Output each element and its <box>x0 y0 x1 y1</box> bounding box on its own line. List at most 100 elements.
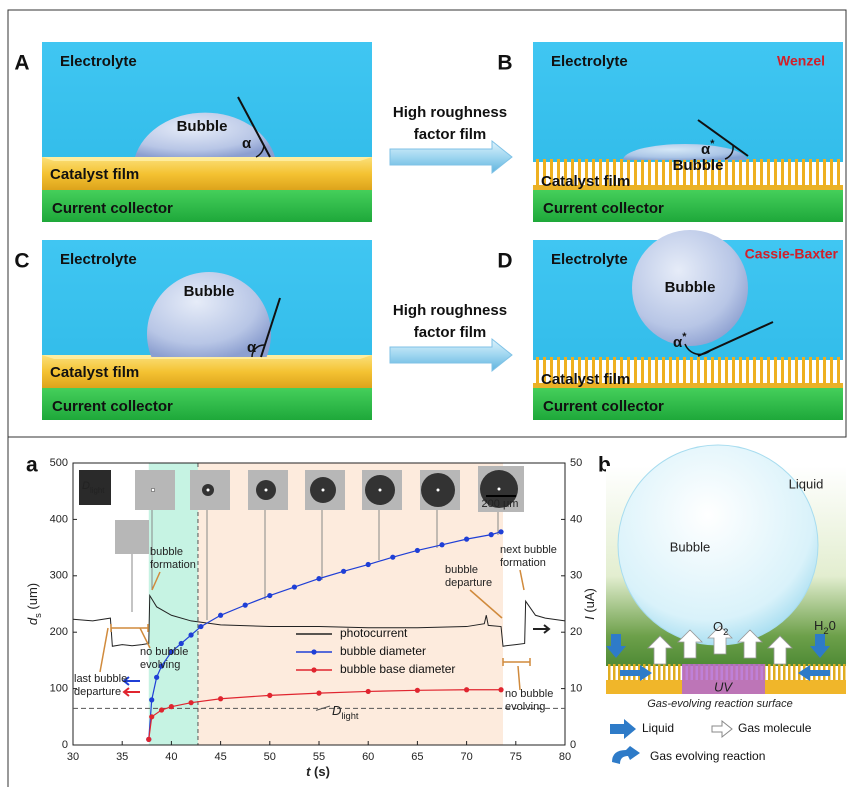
x-tick-label: 30 <box>67 751 79 763</box>
collector-label: Current collector <box>543 200 664 217</box>
x-axis-label-part: (s) <box>310 764 330 779</box>
legend-label: bubble diameter <box>340 644 426 658</box>
pillar <box>788 664 791 682</box>
legend-liquid-icon <box>610 719 636 739</box>
collector-label: Current collector <box>543 398 664 415</box>
series-point <box>415 688 420 693</box>
series-point <box>169 704 174 709</box>
series-point <box>218 613 223 618</box>
x-tick-label: 50 <box>264 751 276 763</box>
x-tick-label: 65 <box>411 751 423 763</box>
pillar <box>673 664 676 682</box>
electrolyte-label: Electrolyte <box>60 53 137 70</box>
series-point <box>498 687 503 692</box>
bubble-label: Bubble <box>670 539 710 554</box>
pillar <box>655 159 658 187</box>
bubble-label: Bubble <box>665 279 716 296</box>
inset-glint <box>322 489 325 492</box>
annotation: last bubble <box>74 673 127 685</box>
catalyst-label: Catalyst film <box>50 166 139 183</box>
angle-label-part: α <box>247 339 257 356</box>
series-point <box>316 576 321 581</box>
arrow-text: High roughness <box>393 104 507 121</box>
pillar <box>725 159 728 187</box>
series-point <box>498 529 503 534</box>
collector-label: Current collector <box>52 398 173 415</box>
pillar <box>783 664 786 682</box>
angle-label: α <box>247 339 257 356</box>
pillar <box>781 159 784 187</box>
pillar <box>662 159 665 187</box>
pillar <box>536 357 539 385</box>
surface-label: Gas-evolving reaction surface <box>647 698 793 710</box>
annotation: no bubble <box>140 646 188 658</box>
pillar <box>653 664 656 682</box>
pillar <box>690 357 693 385</box>
pillar <box>795 159 798 187</box>
y2-tick-label: 0 <box>570 739 576 751</box>
pillar <box>725 357 728 385</box>
series-point <box>464 687 469 692</box>
inset-legend-label-part: D <box>82 480 90 492</box>
series-point <box>390 555 395 560</box>
legend-gas-icon <box>712 721 732 737</box>
pillar <box>634 357 637 385</box>
electrolyte-label: Electrolyte <box>551 53 628 70</box>
arrow-text: High roughness <box>393 302 507 319</box>
series-point <box>198 624 203 629</box>
pillar <box>669 159 672 187</box>
model-label: Wenzel <box>777 53 825 69</box>
pillar <box>746 357 749 385</box>
pillar <box>838 664 841 682</box>
pillar <box>816 159 819 187</box>
pillar <box>732 159 735 187</box>
inset-glint <box>379 489 382 492</box>
axis-hint-arrow <box>533 625 549 633</box>
panel-letter: a <box>26 454 38 477</box>
x-tick-label: 55 <box>313 751 325 763</box>
pillar <box>676 357 679 385</box>
series-point <box>464 537 469 542</box>
annotation: next bubble <box>500 544 557 556</box>
pillar <box>837 159 840 187</box>
uv-label: UV <box>714 679 733 694</box>
series-point <box>267 693 272 698</box>
pillar <box>648 159 651 187</box>
x-tick-label: 35 <box>116 751 128 763</box>
inset-glint <box>437 489 440 492</box>
pillar <box>823 357 826 385</box>
axis-hint-arrow <box>124 688 140 696</box>
pillar <box>704 357 707 385</box>
annotation: departure <box>74 686 121 698</box>
angle-label-part: α <box>242 135 252 152</box>
pillar <box>788 357 791 385</box>
x-tick-label: 80 <box>559 751 571 763</box>
inset-glint <box>265 489 268 492</box>
series-point <box>188 700 193 705</box>
collector-label: Current collector <box>52 200 173 217</box>
legend-marker <box>311 649 316 654</box>
series-point <box>188 632 193 637</box>
pillar <box>683 357 686 385</box>
pillar <box>648 357 651 385</box>
series-point <box>341 569 346 574</box>
panel-letter: B <box>497 52 512 75</box>
series-point <box>149 714 154 719</box>
pillar <box>753 357 756 385</box>
x-tick-label: 60 <box>362 751 374 763</box>
annotation: no bubble <box>505 688 553 700</box>
pillar <box>802 159 805 187</box>
pillar <box>767 357 770 385</box>
pillar <box>697 357 700 385</box>
y2-axis-label-part: (uA) <box>582 588 597 616</box>
series-point <box>489 532 494 537</box>
legend-label: Gas molecule <box>738 721 812 735</box>
annotation: bubble <box>150 546 183 558</box>
annotation-pointer <box>518 666 520 690</box>
inset-glint <box>152 489 155 492</box>
